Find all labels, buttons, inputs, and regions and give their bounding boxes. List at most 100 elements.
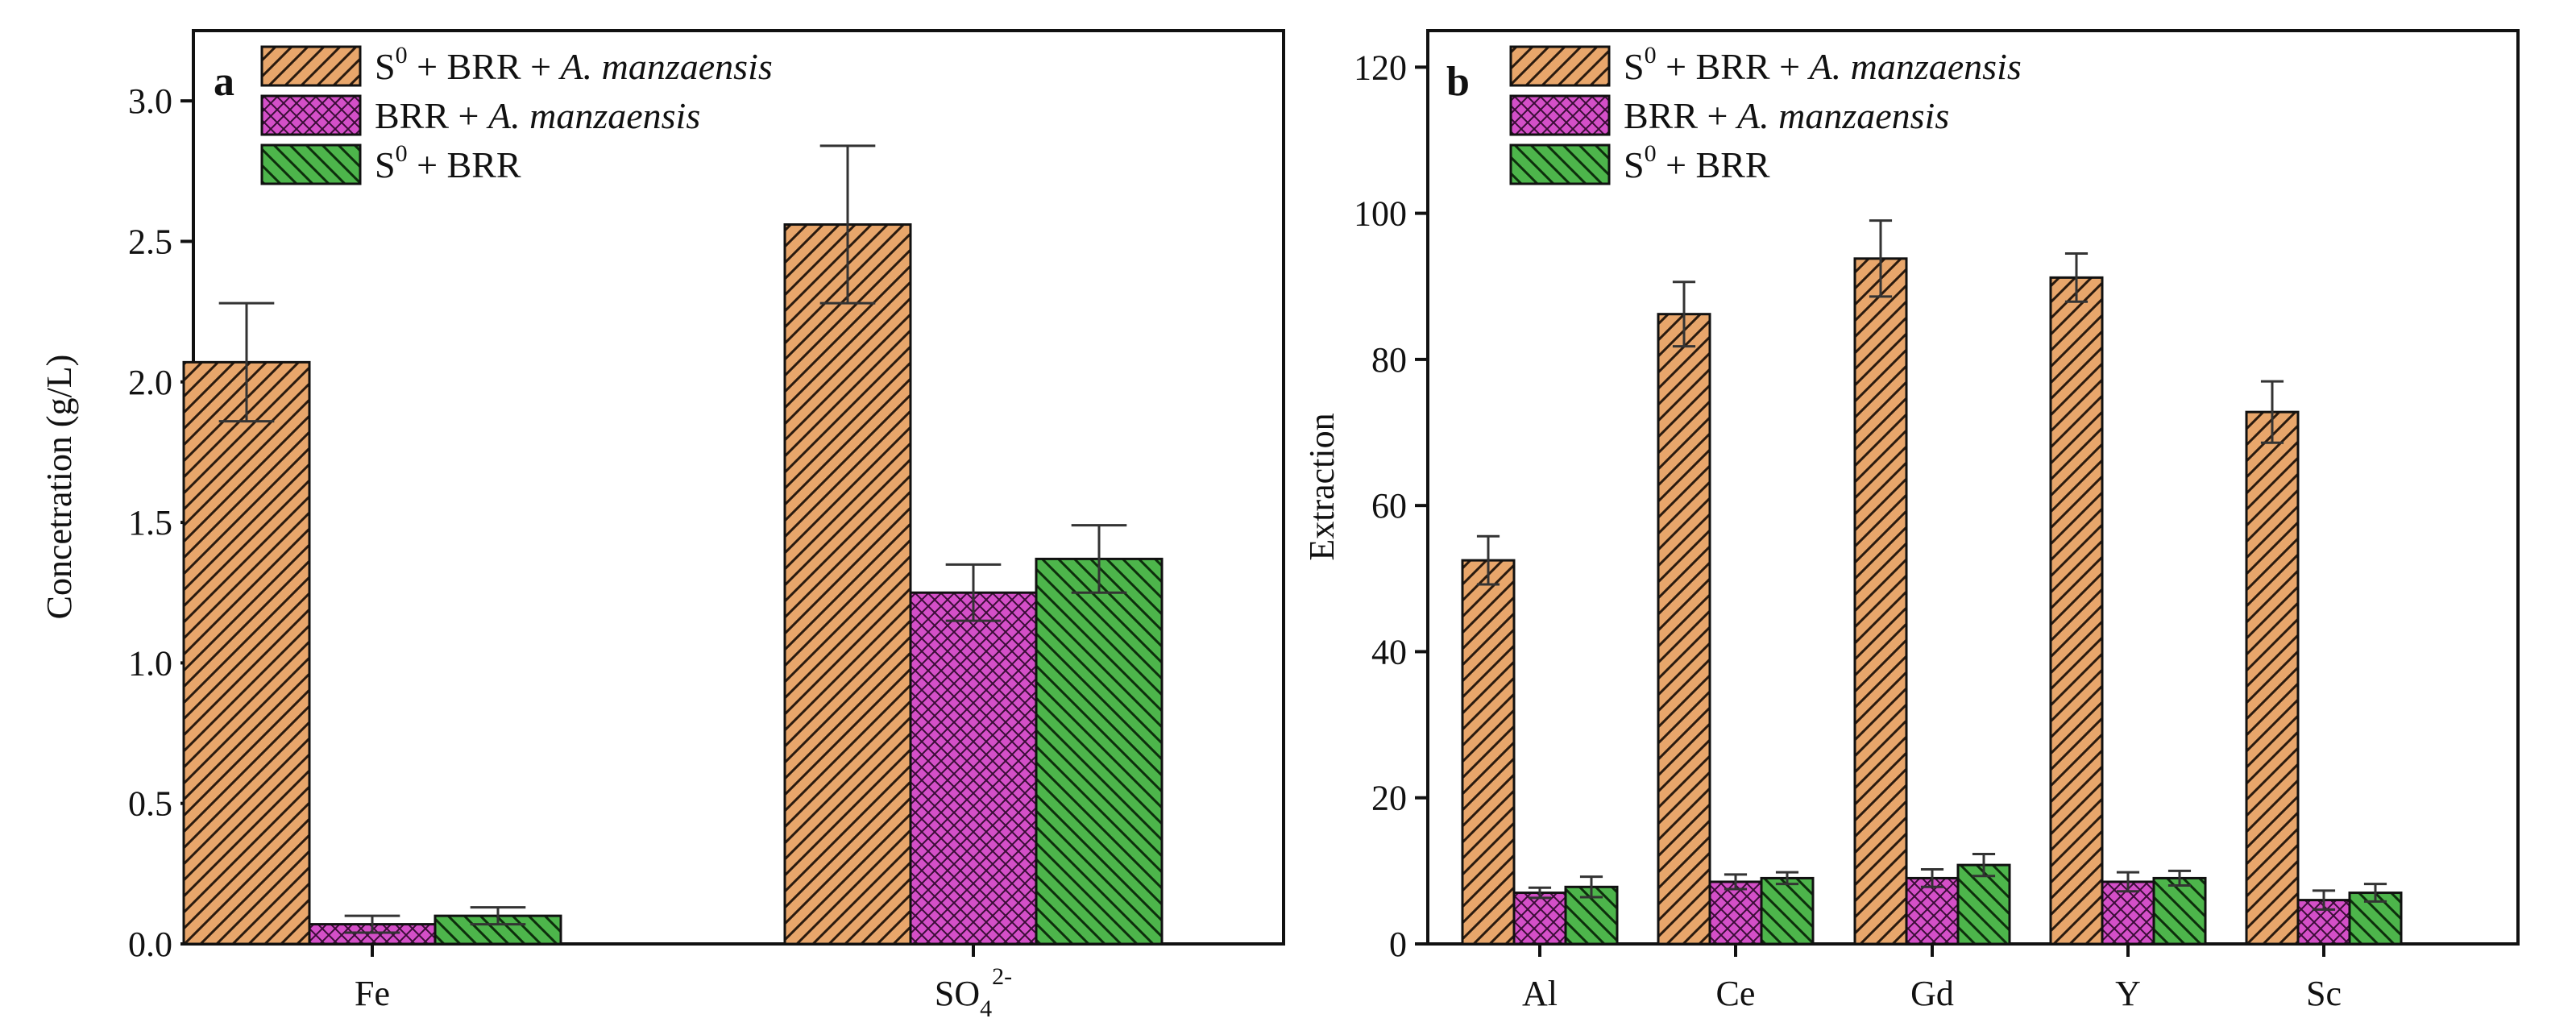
- panel-a-ytick-label: 2.0: [128, 363, 172, 402]
- panel-b-bar-s0_brr_am-3: [2049, 276, 2104, 946]
- legend-label-part: + BRR +: [408, 46, 561, 87]
- panel-a-errorbar-brr_am-0: [344, 914, 400, 934]
- legend-swatch: [1509, 45, 1611, 87]
- legend-swatch: [260, 143, 362, 185]
- panel-a-errorbars: [218, 144, 1127, 934]
- legend-label-part: A. manzaensis: [1807, 46, 2022, 87]
- legend-label-part: + BRR: [1657, 144, 1770, 185]
- panel-a-x-axis: Fe SO42-: [355, 944, 1012, 1022]
- panel-b-ytick-label: 0: [1389, 925, 1407, 964]
- legend-label-part: S: [1624, 46, 1645, 87]
- panel-b-bar-s0_brr-3: [2152, 876, 2207, 946]
- panel-b-y-axis: 0 20 40 60 80 100 120: [1354, 48, 1428, 964]
- panel-a-legend-item-s0_brr_am: S0 + BRR + A. manzaensis: [260, 42, 773, 87]
- panel-b-bar-brr_am-1: [1708, 880, 1763, 946]
- panel-a-bar-s0_brr_am-0: [182, 360, 311, 946]
- xtick-base: Sc: [2306, 974, 2342, 1013]
- panel-b-ytick-label: 80: [1371, 340, 1407, 380]
- panel-b-ytick-label: 120: [1354, 48, 1407, 87]
- legend-label: BRR + A. manzaensis: [375, 95, 700, 136]
- legend-label: BRR + A. manzaensis: [1624, 95, 1949, 136]
- panel-b-bar-s0_brr-1: [1760, 876, 1815, 946]
- panel-b-xtick-label: Al: [1522, 974, 1558, 1013]
- panel-b-errorbars: [1476, 219, 2387, 911]
- legend-label-part: + BRR +: [1657, 46, 1810, 87]
- panel-a-errorbar-s0_brr_am-0: [218, 301, 275, 423]
- panel-a-ytick-label: 1.5: [128, 503, 172, 542]
- legend-label-part: 0: [1645, 42, 1657, 69]
- panel-b-errorbar-s0_brr_am-1: [1672, 281, 1696, 348]
- panel-b-errorbar-s0_brr-0: [1579, 875, 1603, 899]
- legend-label-part: + BRR: [408, 144, 521, 185]
- panel-b-errorbar-brr_am-4: [2312, 889, 2336, 911]
- legend-label-part: 0: [396, 140, 408, 167]
- panel-b-bar-brr_am-2: [1905, 876, 1960, 946]
- panel-a-errorbar-s0_brr_am-1: [819, 144, 876, 305]
- panel-b-bars: [1461, 257, 2403, 946]
- panel-a-errorbar-s0_brr-1: [1071, 524, 1127, 594]
- legend-label-part: S: [1624, 144, 1645, 185]
- legend-label-part: BRR +: [1624, 95, 1737, 136]
- panel-b-bar-s0_brr_am-0: [1461, 559, 1516, 946]
- panel-a-legend-item-brr_am: BRR + A. manzaensis: [260, 94, 700, 136]
- legend-swatch: [260, 94, 362, 136]
- panel-b-errorbar-brr_am-2: [1920, 868, 1944, 888]
- panel-b-ytick-label: 60: [1371, 486, 1407, 526]
- panel-a-ylabel: Concetration (g/L): [39, 355, 79, 620]
- xtick-base: Ce: [1716, 974, 1756, 1013]
- xtick-base: Gd: [1910, 974, 1954, 1013]
- panel-a-bars: [182, 223, 1164, 946]
- panel-b-errorbar-s0_brr_am-3: [2064, 251, 2089, 303]
- legend-label: S0 + BRR: [1624, 140, 1770, 185]
- panel-b-legend-item-s0_brr: S0 + BRR: [1509, 140, 1770, 185]
- panel-b-xtick-label: Ce: [1716, 974, 1756, 1013]
- legend-label-part: BRR +: [375, 95, 488, 136]
- legend-label-part: 0: [1645, 140, 1657, 167]
- panel-b-xtick-label: Y: [2115, 974, 2141, 1013]
- panel-a-ytick-label: 0.5: [128, 784, 172, 824]
- panel-b-errorbar-s0_brr-1: [1775, 871, 1799, 886]
- panel-a-ytick-label: 2.5: [128, 222, 172, 261]
- panel-a-bar-s0_brr-1: [1035, 557, 1164, 946]
- legend-label-part: S: [375, 144, 396, 185]
- panel-a-ytick-label: 0.0: [128, 925, 172, 964]
- panel-b-letter: b: [1446, 59, 1470, 105]
- panel-a-y-axis: 0.0 0.5 1.0 1.5 2.0 2.5 3.0: [128, 81, 193, 964]
- panel-b-bar-s0_brr-2: [1956, 863, 2011, 946]
- legend-label: S0 + BRR + A. manzaensis: [1624, 42, 2022, 87]
- panel-b-ytick-label: 100: [1354, 194, 1407, 234]
- panel-a-errorbar-brr_am-1: [945, 563, 1002, 622]
- panel-b-ytick-label: 40: [1371, 632, 1407, 671]
- panel-b-x-axis: Al Ce Gd Y Sc: [1522, 944, 2342, 1013]
- panel-a-xtick-label: SO42-: [935, 963, 1012, 1022]
- panel-a-bar-s0_brr_am-1: [783, 223, 912, 946]
- panel-b: 0 20 40 60 80 100 120 Al Ce Gd Y Sc Extraction b S…: [1302, 29, 2520, 1013]
- panel-b-errorbar-brr_am-1: [1724, 873, 1748, 891]
- panel-a: 0.0 0.5 1.0 1.5 2.0 2.5 3.0 Fe SO42- Concetrati…: [39, 29, 1285, 1022]
- legend-label-part: A. manzaensis: [1735, 95, 1949, 136]
- panel-b-bar-s0_brr_am-2: [1853, 257, 1908, 946]
- panel-b-errorbar-s0_brr-2: [1972, 853, 1996, 878]
- panel-b-errorbar-s0_brr_am-4: [2260, 380, 2284, 444]
- panel-b-errorbar-s0_brr_am-2: [1869, 219, 1893, 298]
- xtick-base: Fe: [355, 974, 390, 1013]
- panel-a-legend-item-s0_brr: S0 + BRR: [260, 140, 521, 185]
- panel-b-ytick-label: 20: [1371, 779, 1407, 818]
- panel-b-legend-item-s0_brr_am: S0 + BRR + A. manzaensis: [1509, 42, 2022, 87]
- legend-label-part: S: [375, 46, 396, 87]
- legend-swatch: [1509, 143, 1611, 185]
- legend-label-part: 0: [396, 42, 408, 69]
- panel-b-xtick-label: Gd: [1910, 974, 1954, 1013]
- panel-a-bar-brr_am-1: [909, 591, 1038, 946]
- xtick-base: Al: [1522, 974, 1558, 1013]
- panel-a-errorbar-s0_brr-0: [470, 906, 526, 926]
- panel-b-errorbar-s0_brr_am-0: [1476, 534, 1500, 586]
- legend-label-part: A. manzaensis: [486, 95, 700, 136]
- panel-a-ytick-label: 3.0: [128, 81, 172, 121]
- xtick-sup: 2-: [992, 963, 1012, 990]
- legend-label-part: A. manzaensis: [558, 46, 773, 87]
- panel-b-bar-s0_brr_am-1: [1657, 313, 1711, 946]
- panel-b-errorbar-s0_brr-3: [2167, 869, 2192, 887]
